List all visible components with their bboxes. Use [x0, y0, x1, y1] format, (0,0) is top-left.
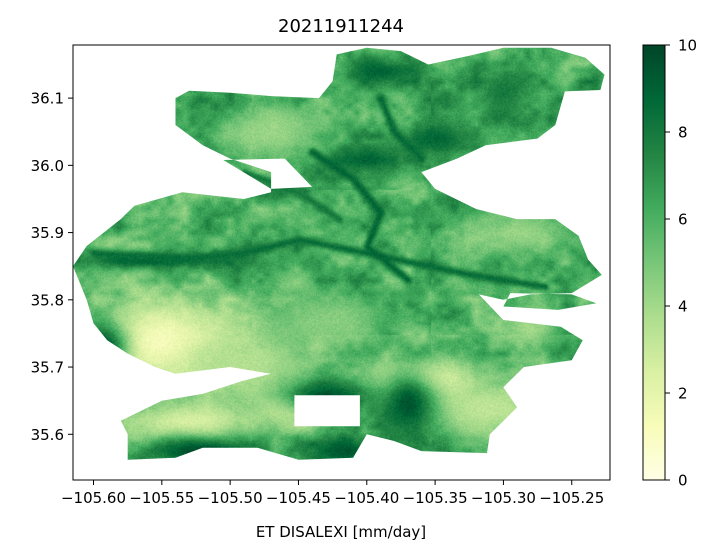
x-tick-label: −105.40 — [334, 489, 399, 507]
colorbar-tick-label: 6 — [678, 211, 688, 229]
colorbar-gradient — [642, 44, 666, 481]
x-axis-label: ET DISALEXI [mm/day] — [256, 523, 426, 541]
colorbar-tick-label: 4 — [678, 298, 688, 316]
colorbar-ticks: 0 2 4 6 8 10 — [665, 37, 697, 490]
x-tick-label: −105.35 — [403, 489, 468, 507]
y-tick-label: 35.8 — [31, 291, 64, 309]
et-raster — [73, 47, 605, 460]
x-tick-label: −105.45 — [266, 489, 331, 507]
axes-frame — [72, 44, 611, 481]
x-tick-label: −105.55 — [129, 489, 194, 507]
y-tick-label: 35.9 — [31, 224, 64, 242]
et-heatmap — [73, 47, 605, 460]
colorbar-tick-label: 8 — [678, 124, 688, 142]
x-axis: −105.60 −105.55 −105.50 −105.45 −105.40 −105.… — [61, 480, 604, 507]
colorbar-tick-label: 2 — [678, 385, 688, 403]
colorbar: 0 2 4 6 8 10 — [642, 37, 697, 490]
plot-area — [72, 44, 611, 481]
y-tick-label: 35.6 — [31, 426, 64, 444]
y-tick-label: 36.1 — [31, 90, 64, 108]
x-tick-label: −105.30 — [471, 489, 536, 507]
x-tick-label: −105.50 — [198, 489, 263, 507]
chart-title: 20211911244 — [278, 16, 404, 37]
y-tick-label: 35.7 — [31, 359, 64, 377]
x-tick-label: −105.60 — [61, 489, 126, 507]
colorbar-tick-label: 0 — [678, 472, 688, 490]
y-axis: 35.6 35.7 35.8 35.9 36.0 36.1 — [31, 90, 73, 444]
y-tick-label: 36.0 — [31, 157, 64, 175]
x-tick-label: −105.25 — [539, 489, 604, 507]
colorbar-tick-label: 10 — [678, 37, 697, 55]
